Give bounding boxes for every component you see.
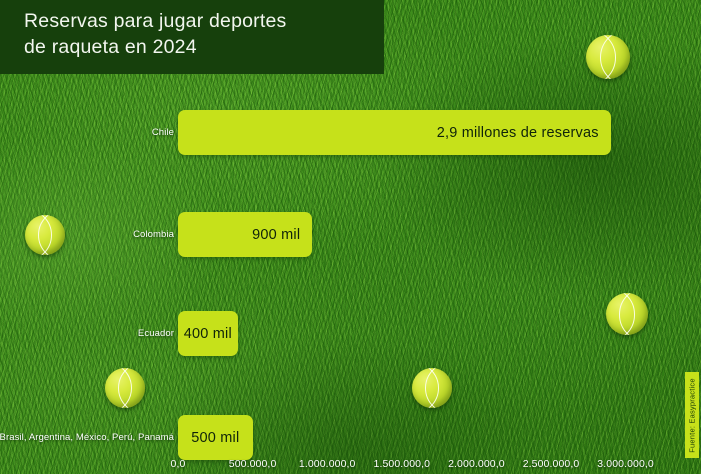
tennis-ball-icon [25,215,65,255]
title-banner: Reservas para jugar deportes de raqueta … [0,0,384,74]
source-label: Fuente: Easypractice [687,377,697,453]
category-label: Brasil, Argentina, México, Perú, Panamá [0,431,174,443]
source-tag: Fuente: Easypractice [685,372,699,458]
x-axis-tick-label: 0,0 [170,458,186,470]
bar-value-label: 2,9 millones de reservas [436,124,599,141]
x-axis-tick-label: 3.000.000,0 [597,458,654,470]
category-label: Ecuador [137,327,174,339]
x-axis-tick-label: 1.500.000,0 [373,458,431,470]
bar-value-label: 500 mil [191,429,240,446]
bar-value-label: 400 mil [183,325,232,342]
page-title: Reservas para jugar deportes de raqueta … [24,10,287,58]
x-axis-tick-label: 2.500.000,0 [522,458,580,470]
x-axis-tick-label: 1.000.000,0 [298,458,356,470]
tennis-ball-icon [606,293,648,335]
bar[interactable]: 2,9 millones de reservas [178,110,611,155]
x-axis-tick-label: 500.000,0 [228,458,277,470]
category-label: Colombia [133,228,174,240]
tennis-ball-icon [586,35,630,79]
bar[interactable]: 400 mil [178,311,238,356]
bar-value-label: 900 mil [252,226,301,243]
x-axis-tick-label: 2.000.000,0 [448,458,505,470]
bar[interactable]: 500 mil [178,415,253,460]
bar[interactable]: 900 mil [178,212,313,257]
category-label: Chile [151,126,174,138]
tennis-ball-icon [412,368,452,408]
tennis-ball-icon [105,368,145,408]
